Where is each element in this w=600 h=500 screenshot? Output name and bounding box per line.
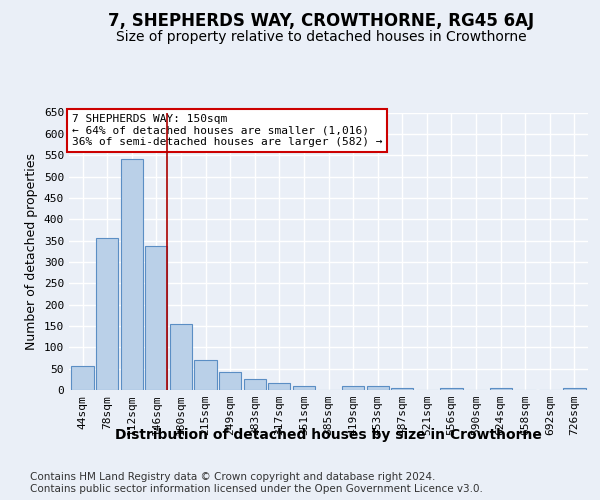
Text: 7, SHEPHERDS WAY, CROWTHORNE, RG45 6AJ: 7, SHEPHERDS WAY, CROWTHORNE, RG45 6AJ <box>108 12 534 30</box>
Bar <box>121 158 143 390</box>
Text: Contains HM Land Registry data © Crown copyright and database right 2024.
Contai: Contains HM Land Registry data © Crown c… <box>30 472 483 494</box>
Bar <box>145 246 167 390</box>
Text: Size of property relative to detached houses in Crowthorne: Size of property relative to detached ho… <box>116 30 526 44</box>
Bar <box>490 388 512 390</box>
Bar <box>194 360 217 390</box>
Bar <box>563 388 586 390</box>
Bar <box>440 388 463 390</box>
Text: 7 SHEPHERDS WAY: 150sqm
← 64% of detached houses are smaller (1,016)
36% of semi: 7 SHEPHERDS WAY: 150sqm ← 64% of detache… <box>71 114 382 147</box>
Bar <box>367 386 389 390</box>
Bar <box>342 386 364 390</box>
Bar <box>391 388 413 390</box>
Y-axis label: Number of detached properties: Number of detached properties <box>25 153 38 350</box>
Bar <box>71 366 94 390</box>
Bar <box>244 380 266 390</box>
Bar <box>170 324 192 390</box>
Bar <box>219 372 241 390</box>
Bar <box>268 383 290 390</box>
Bar <box>293 386 315 390</box>
Text: Distribution of detached houses by size in Crowthorne: Distribution of detached houses by size … <box>115 428 542 442</box>
Bar <box>96 238 118 390</box>
